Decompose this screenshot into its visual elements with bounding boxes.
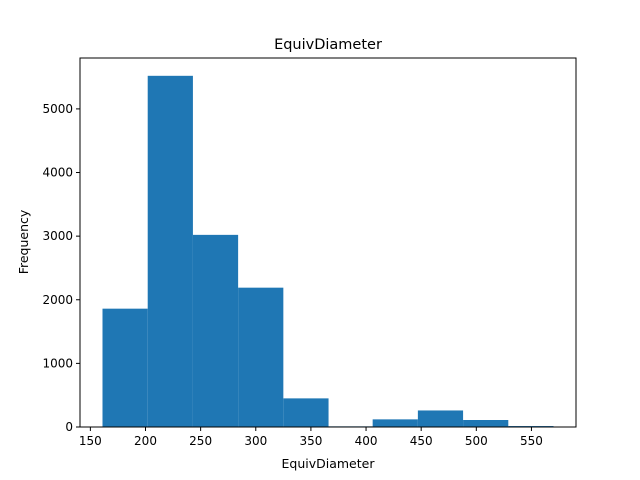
x-tick-label: 400	[355, 434, 378, 448]
chart-title: EquivDiameter	[274, 37, 382, 53]
y-axis-label: Frequency	[16, 209, 31, 274]
histogram-bar	[372, 419, 418, 427]
histogram-bar	[417, 410, 464, 427]
y-tick-label: 2000	[42, 293, 73, 307]
histogram-bar	[102, 308, 148, 427]
x-tick-label: 500	[465, 434, 488, 448]
x-tick-label: 450	[410, 434, 433, 448]
y-tick-label: 5000	[42, 102, 73, 116]
x-tick-label: 200	[134, 434, 157, 448]
histogram-bar	[147, 75, 193, 428]
histogram-bar	[463, 420, 509, 427]
bars-group	[102, 75, 554, 428]
x-axis-label: EquivDiameter	[282, 456, 376, 471]
x-tick-label: 250	[189, 434, 212, 448]
x-tick-label: 550	[520, 434, 543, 448]
histogram-bar	[192, 234, 239, 427]
histogram-bar	[283, 398, 329, 427]
y-axis-ticks: 0 1000 2000 3000 4000 5000	[42, 102, 80, 434]
y-tick-label: 3000	[42, 229, 73, 243]
x-tick-label: 150	[79, 434, 102, 448]
y-tick-label: 1000	[42, 356, 73, 370]
axes-frame	[79, 57, 577, 428]
y-tick-label: 4000	[42, 166, 73, 180]
x-tick-label: 350	[299, 434, 322, 448]
y-tick-label: 0	[65, 420, 73, 434]
x-tick-label: 300	[244, 434, 267, 448]
histogram-bar	[238, 287, 284, 427]
x-axis-ticks: 150 200 250 300 350 400 450 500 550	[79, 427, 543, 448]
